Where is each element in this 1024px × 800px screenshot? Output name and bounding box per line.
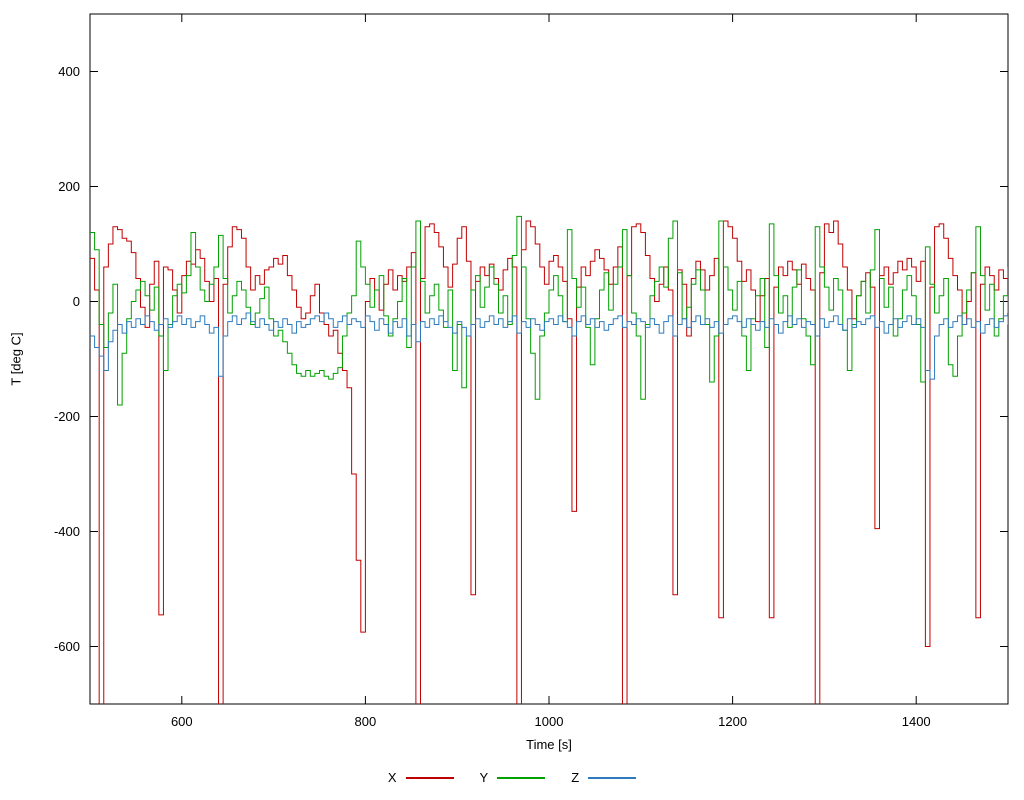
x-axis-title: Time [s] [526,737,572,752]
y-tick-label: -200 [54,409,80,424]
x-tick-label: 1000 [535,714,564,729]
x-tick-label: 1200 [718,714,747,729]
x-tick-label: 800 [355,714,377,729]
series-line-z [90,312,1008,380]
y-tick-label: -600 [54,639,80,654]
y-axis-title: T [deg C] [8,332,24,386]
y-tick-label: 200 [58,179,80,194]
y-tick-label: 400 [58,64,80,79]
y-tick-label: 0 [73,294,80,309]
legend-line-x-swatch [405,776,454,779]
series-line-y [90,215,1008,406]
y-tick-label: -400 [54,524,80,539]
legend: X Y Z [0,770,1024,785]
legend-item-z: Z [571,770,637,785]
legend-line-z-swatch [588,776,637,779]
x-tick-label: 600 [171,714,193,729]
legend-item-x: X [388,770,454,785]
x-tick-label: 1400 [902,714,931,729]
legend-label-z: Z [571,770,580,785]
legend-label-y: Y [479,770,489,785]
legend-item-y: Y [480,770,546,785]
legend-line-y-swatch [497,776,546,779]
legend-label-x: X [387,770,397,785]
plot-border [89,13,1009,705]
